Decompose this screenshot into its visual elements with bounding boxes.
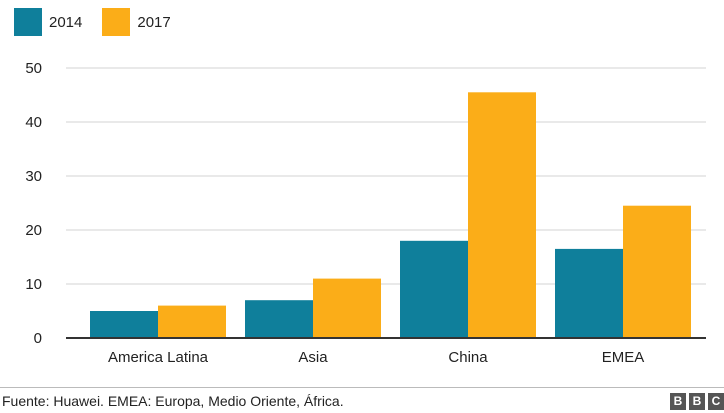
legend-swatch-2014 — [14, 8, 42, 36]
y-tick-label: 30 — [25, 168, 42, 185]
source-note: Fuente: Huawei. EMEA: Europa, Medio Orie… — [2, 393, 344, 409]
x-tick-label: EMEA — [602, 349, 645, 366]
bar-2014-america-latina — [90, 311, 158, 338]
bar-2017-asia — [313, 278, 381, 338]
bar-2014-emea — [555, 248, 623, 338]
y-tick-label: 0 — [34, 330, 42, 347]
logo-letter: B — [670, 393, 686, 410]
y-tick-label: 20 — [25, 222, 42, 239]
bar-2017-china — [468, 92, 536, 338]
logo-letter: B — [689, 393, 705, 410]
legend-label-2017: 2017 — [137, 13, 171, 31]
bar-2014-asia — [245, 300, 313, 338]
y-tick-label: 40 — [25, 114, 42, 131]
bar-2014-china — [400, 240, 468, 338]
x-tick-label: China — [448, 349, 488, 366]
y-tick-label: 10 — [25, 276, 42, 293]
bar-2017-america-latina — [158, 305, 226, 338]
legend-swatch-2017 — [102, 8, 131, 36]
x-tick-label: Asia — [298, 349, 328, 366]
footer-divider — [0, 387, 724, 388]
legend-item-2017: 2017 — [102, 8, 171, 36]
bar-chart: 0 10 20 30 40 50 America Latina Asia China EMEA — [25, 60, 706, 366]
chart-legend: 2014 2017 — [14, 8, 191, 36]
y-tick-label: 50 — [25, 60, 42, 77]
legend-item-2014: 2014 — [14, 8, 82, 36]
x-tick-label: America Latina — [108, 349, 209, 366]
bar-2017-emea — [623, 205, 691, 338]
logo-letter: C — [708, 393, 724, 410]
legend-label-2014: 2014 — [49, 13, 83, 31]
bbc-logo: B B C — [667, 393, 724, 410]
